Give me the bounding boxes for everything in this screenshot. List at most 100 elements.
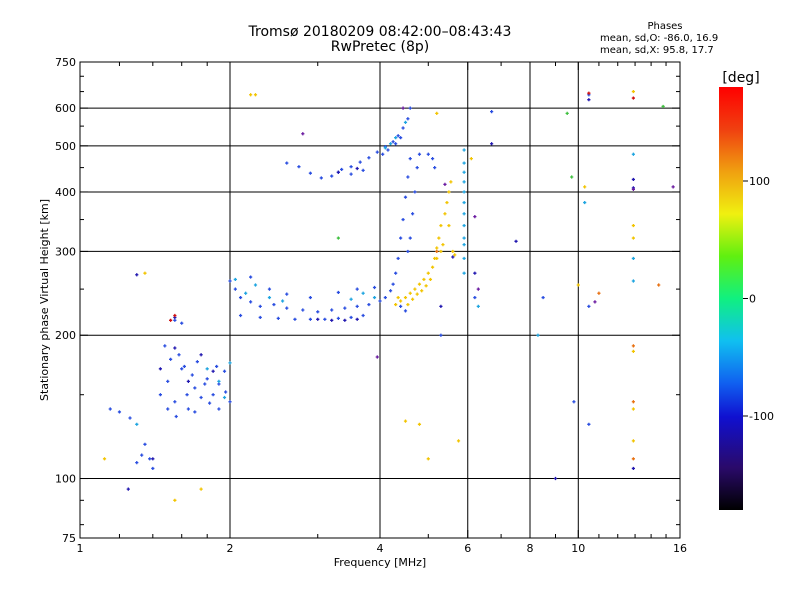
data-point	[267, 287, 272, 291]
x-tick-label: 10	[571, 542, 585, 555]
data-point	[343, 318, 347, 322]
data-point	[336, 316, 340, 320]
data-point	[541, 295, 545, 300]
x-tick-label: 4	[377, 542, 384, 555]
data-point	[173, 498, 177, 502]
data-point	[349, 172, 353, 176]
data-point	[394, 142, 398, 146]
data-point	[462, 180, 466, 184]
data-point	[451, 249, 455, 254]
data-point	[177, 353, 181, 357]
data-point	[403, 195, 408, 199]
data-point	[428, 277, 433, 282]
data-point	[163, 344, 167, 348]
data-point	[297, 165, 301, 169]
data-point	[631, 344, 635, 348]
data-point	[473, 295, 477, 300]
data-point	[186, 407, 190, 411]
y-tick-label: 600	[55, 102, 76, 115]
data-point	[597, 291, 601, 295]
data-point	[355, 287, 359, 291]
data-point	[447, 190, 451, 194]
data-point	[435, 111, 439, 115]
data-point	[462, 236, 466, 240]
data-point	[355, 304, 359, 308]
data-point	[391, 140, 395, 144]
data-point	[140, 453, 144, 457]
data-point	[587, 422, 591, 426]
data-point	[403, 295, 408, 300]
data-point	[126, 487, 130, 491]
data-point	[587, 304, 591, 308]
chart-title: Tromsø 20180209 08:42:00–08:43:43	[248, 24, 512, 40]
data-point	[180, 367, 184, 371]
data-point	[631, 96, 635, 100]
data-point	[193, 410, 197, 414]
data-point	[233, 287, 237, 291]
data-point	[401, 217, 405, 222]
data-point	[199, 395, 203, 400]
data-point	[631, 457, 635, 461]
data-point	[417, 282, 422, 286]
data-point	[536, 333, 540, 337]
data-point	[396, 256, 400, 261]
data-point	[671, 185, 675, 189]
data-point	[403, 419, 408, 423]
data-point	[490, 142, 494, 146]
data-point	[439, 223, 443, 228]
data-point	[587, 91, 591, 95]
data-point	[426, 271, 430, 275]
data-point	[469, 157, 473, 161]
data-point	[386, 148, 390, 152]
data-point	[406, 302, 410, 307]
grid	[80, 62, 680, 538]
data-point	[462, 271, 466, 275]
data-point	[394, 136, 398, 140]
data-point	[565, 111, 569, 115]
data-point	[143, 271, 147, 275]
data-point	[205, 367, 209, 371]
data-point	[514, 239, 518, 243]
data-point	[330, 174, 334, 178]
data-point	[372, 285, 377, 290]
data-point	[583, 185, 587, 189]
y-tick-label: 500	[55, 140, 76, 153]
data-point	[430, 157, 435, 161]
data-point	[182, 364, 186, 369]
data-point	[203, 382, 207, 386]
data-point	[445, 200, 449, 205]
data-point	[462, 223, 466, 228]
data-point	[358, 160, 362, 164]
data-point	[135, 273, 139, 277]
data-point	[381, 152, 385, 156]
y-axis-title: Stationary phase Virtual Height [km]	[38, 199, 51, 401]
data-point	[276, 316, 280, 320]
data-point	[151, 457, 155, 461]
data-point	[462, 170, 466, 174]
data-point	[462, 148, 466, 152]
data-point	[631, 400, 635, 404]
data-point	[399, 299, 403, 303]
data-point	[143, 442, 147, 446]
data-point	[135, 461, 139, 465]
data-point	[343, 306, 347, 310]
x-tick-label: 16	[673, 542, 687, 555]
data-point	[361, 291, 365, 295]
data-point	[253, 93, 258, 97]
data-point	[367, 302, 371, 307]
data-point	[323, 317, 327, 321]
data-point	[399, 236, 403, 240]
data-point	[435, 246, 439, 250]
data-point	[631, 466, 635, 471]
data-point	[473, 215, 477, 219]
data-point	[215, 364, 219, 369]
data-point	[375, 355, 379, 359]
data-point	[661, 104, 665, 109]
data-point	[228, 279, 232, 283]
data-point	[406, 117, 410, 121]
data-point	[336, 290, 340, 295]
data-point	[476, 304, 480, 308]
data-point	[349, 315, 353, 320]
data-point	[437, 236, 441, 240]
